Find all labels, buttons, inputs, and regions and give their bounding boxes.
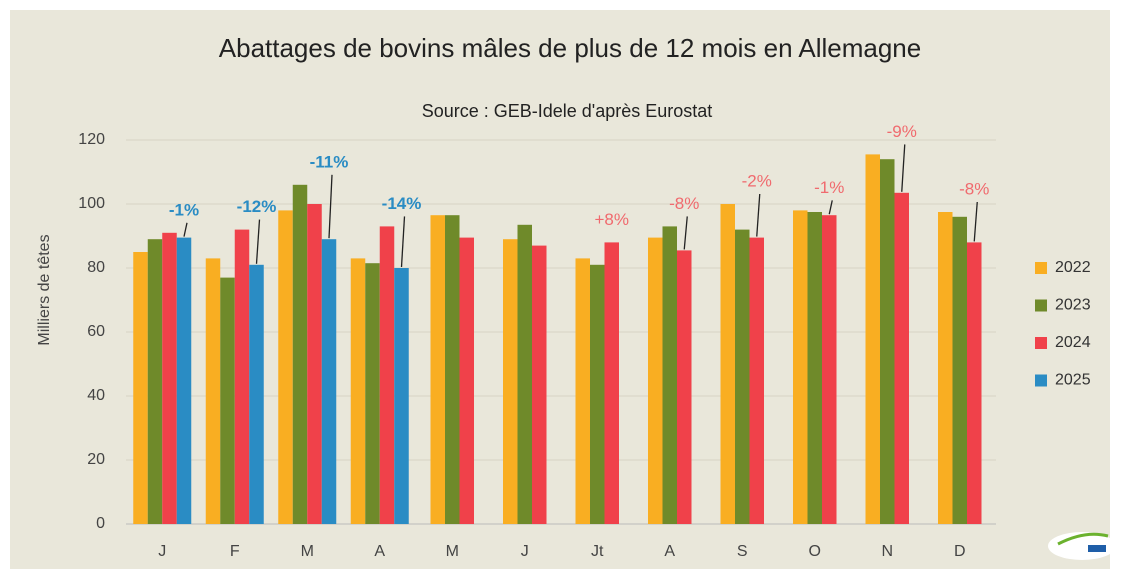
bar (793, 210, 808, 524)
x-tick-label: A (664, 543, 675, 560)
bar (677, 250, 692, 524)
annotation: -2% (742, 171, 772, 190)
leader-line (400, 216, 406, 268)
bar (822, 215, 837, 524)
bar (234, 229, 250, 524)
x-tick-label: M (446, 543, 459, 560)
bar (590, 264, 605, 524)
y-tick-label: 60 (87, 323, 105, 340)
bar (292, 184, 308, 525)
legend-swatch (1035, 337, 1047, 349)
legend-label: 2022 (1055, 259, 1091, 276)
legend-swatch (1035, 262, 1047, 274)
y-tick-label: 40 (87, 387, 105, 404)
bar (249, 264, 264, 524)
bar (532, 245, 547, 524)
bar (133, 252, 148, 524)
bar (430, 215, 445, 524)
bar (147, 239, 163, 524)
leader-line (683, 216, 688, 250)
bar (880, 159, 895, 524)
x-tick-label: M (301, 543, 314, 560)
y-axis-label: Milliers de têtes (36, 234, 53, 345)
leader-line (255, 219, 261, 264)
logo (1048, 532, 1116, 560)
bar (720, 204, 735, 524)
bar (517, 224, 532, 525)
bar (445, 215, 460, 524)
bar (894, 192, 909, 525)
bar (321, 239, 337, 524)
legend-label: 2025 (1055, 372, 1091, 389)
annotation: -14% (382, 194, 422, 213)
bar (865, 154, 880, 524)
x-tick-label: S (737, 543, 748, 560)
y-tick-label: 20 (87, 451, 105, 468)
bar (176, 237, 192, 524)
leader-line (183, 222, 188, 237)
annotation: -1% (169, 200, 199, 219)
bar (503, 239, 518, 524)
leader-line (828, 200, 833, 215)
annotation: -11% (310, 152, 349, 171)
x-tick-label: F (230, 543, 240, 560)
background (10, 10, 1110, 569)
x-tick-label: J (521, 543, 529, 560)
bar (735, 229, 750, 524)
legend-swatch (1035, 374, 1047, 387)
legend-swatch (1035, 299, 1047, 312)
bar (938, 212, 953, 524)
bar (350, 258, 366, 524)
x-tick-label: A (374, 543, 385, 560)
chart-title: Abattages de bovins mâles de plus de 12 … (219, 33, 921, 63)
bar (648, 237, 663, 524)
bar (662, 226, 677, 524)
x-tick-label: J (158, 543, 166, 560)
legend-label: 2024 (1055, 334, 1091, 351)
bar (459, 237, 474, 524)
bar (952, 216, 967, 525)
bar (278, 210, 293, 524)
x-tick-label: O (809, 543, 821, 560)
bar (807, 212, 822, 524)
annotation: -8% (959, 179, 989, 198)
x-tick-label: Jt (591, 543, 604, 560)
bar (379, 226, 395, 524)
y-tick-label: 120 (78, 131, 105, 148)
bar (749, 237, 764, 524)
annotation: -8% (669, 194, 699, 213)
y-tick-label: 80 (87, 259, 105, 276)
x-tick-label: N (881, 543, 893, 560)
bar (365, 263, 380, 524)
annotation: -1% (814, 178, 844, 197)
leader-line (328, 174, 333, 239)
bar (967, 242, 982, 524)
leader-line (756, 193, 761, 237)
bar (162, 232, 177, 525)
bar (575, 258, 590, 524)
chart-subtitle: Source : GEB-Idele d'après Eurostat (422, 101, 713, 121)
bar (394, 268, 409, 524)
leader-line (901, 144, 906, 192)
x-tick-label: D (954, 543, 966, 560)
bar (205, 258, 221, 524)
annotation: +8% (595, 210, 630, 229)
annotation: -9% (887, 122, 917, 141)
bar (220, 277, 235, 524)
y-tick-label: 0 (96, 515, 105, 532)
leader-line (973, 201, 978, 242)
annotation: -12% (237, 197, 277, 216)
bar (307, 204, 322, 524)
legend-label: 2023 (1055, 297, 1091, 314)
bar (604, 242, 619, 524)
y-tick-label: 100 (78, 195, 105, 212)
